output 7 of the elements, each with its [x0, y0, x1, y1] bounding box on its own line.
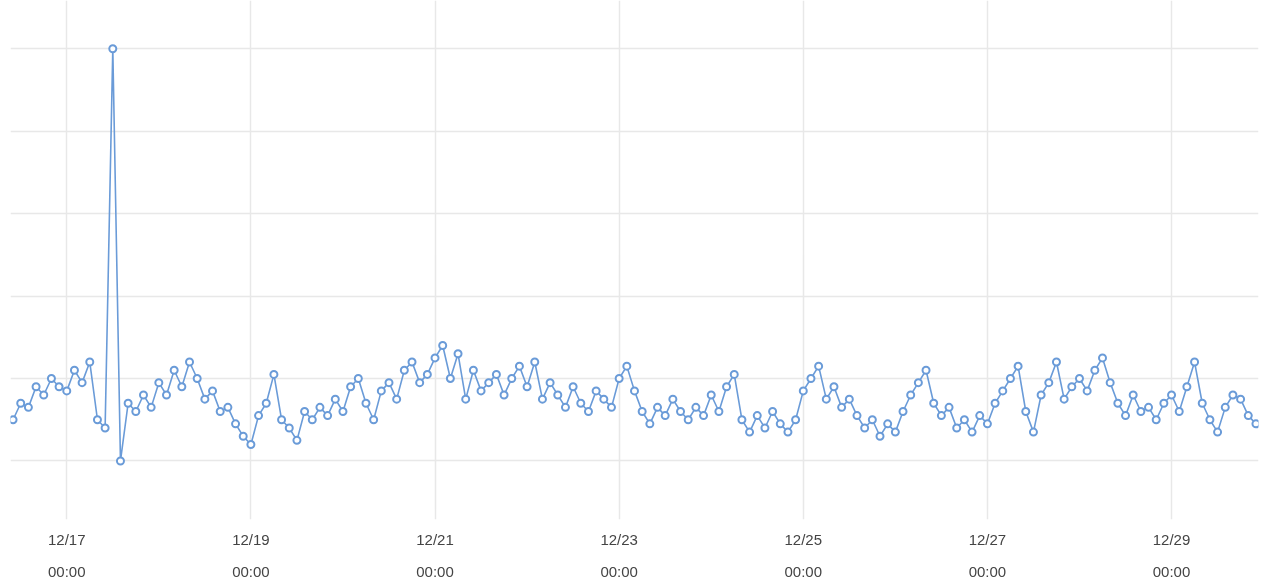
x-tick-label: 12/25 00:00: [784, 530, 823, 580]
x-tick-label: 12/29 00:00: [1152, 530, 1191, 580]
x-tick-label: 12/17 00:00: [47, 530, 86, 580]
x-tick-label: 12/21 00:00: [416, 530, 454, 580]
x-tick-label: 12/27 00:00: [968, 530, 1007, 580]
x-tick-label: 12/23 00:00: [600, 530, 638, 580]
x-tick-label: 12/19 00:00: [232, 530, 270, 580]
